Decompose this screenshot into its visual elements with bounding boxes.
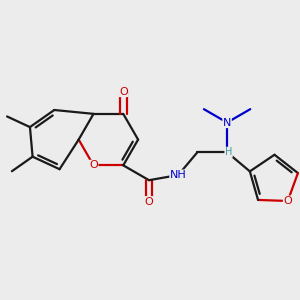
Text: H: H — [225, 147, 232, 157]
Text: O: O — [145, 196, 153, 207]
Text: O: O — [89, 160, 98, 170]
Text: O: O — [119, 87, 128, 97]
Text: O: O — [284, 196, 292, 206]
Text: NH: NH — [170, 170, 187, 180]
Text: N: N — [223, 118, 231, 128]
